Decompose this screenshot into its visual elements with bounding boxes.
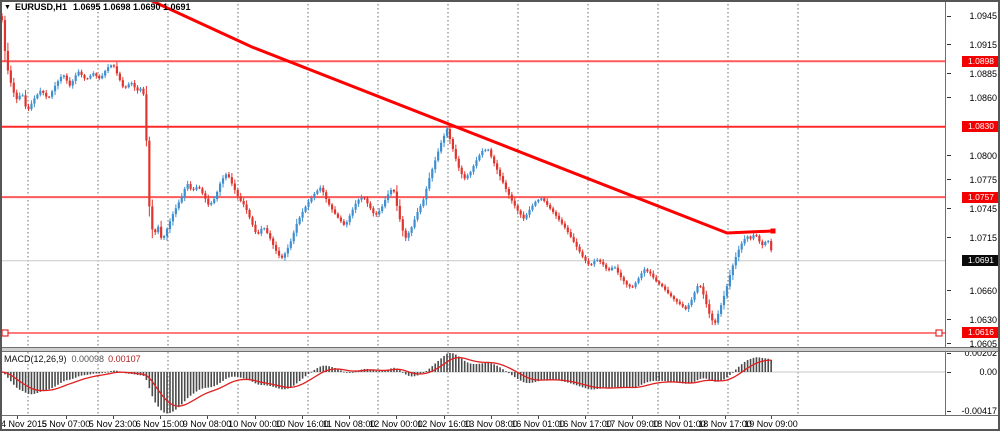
current-price-flag: 1.0691 — [962, 255, 1000, 267]
ohlc-quote: 1.0695 1.0698 1.0690 1.0691 — [72, 2, 191, 12]
time-label: 12 Nov 00:00 — [369, 419, 423, 429]
price-tick — [947, 343, 951, 345]
macd-value: 0.00098 — [71, 354, 105, 364]
macd-indicator-pane[interactable] — [0, 352, 945, 415]
price-tick-label: 1.0630 — [969, 314, 997, 325]
price-tick — [947, 179, 951, 181]
macd-axis-tick — [947, 371, 951, 373]
price-tick-label: 1.0800 — [969, 150, 997, 161]
time-tick — [538, 416, 539, 419]
time-label: 5 Nov 23:00 — [88, 419, 138, 429]
pane-divider[interactable] — [0, 347, 1000, 352]
time-label: 18 Nov 01:00 — [652, 419, 706, 429]
time-tick — [17, 416, 18, 419]
descending-trendline[interactable] — [149, 0, 774, 235]
macd-axis-tick — [947, 410, 951, 412]
macd-axis-tick — [947, 352, 951, 354]
symbol-dropdown-icon[interactable]: ▼ — [4, 4, 11, 11]
time-label: 5 Nov 07:00 — [41, 419, 91, 429]
selected-line-handle[interactable] — [935, 329, 943, 337]
price-tick-label: 1.0660 — [969, 285, 997, 296]
vertical-gridlines — [27, 0, 799, 347]
time-tick — [396, 416, 397, 419]
time-tick — [491, 416, 492, 419]
macd-indicator-label: MACD(12,26,9) 0.00098 0.00107 — [4, 354, 141, 364]
price-tick-label: 1.0915 — [969, 39, 997, 50]
price-tick-label: 1.0945 — [969, 11, 997, 21]
time-label: 4 Nov 2015 — [1, 419, 48, 429]
time-label: 11 Nov 08:00 — [322, 419, 376, 429]
macd-axis-label: 0.00 — [979, 367, 997, 377]
macd-histogram — [1, 353, 772, 414]
price-tick — [947, 290, 951, 292]
trendline-endpoint-handle[interactable] — [770, 228, 776, 234]
price-flag-1.0757: 1.0757 — [962, 191, 1000, 203]
symbol-timeframe-label: EURUSD,H1 — [14, 2, 67, 12]
price-tick — [947, 15, 951, 17]
time-tick — [302, 416, 303, 419]
price-tick — [947, 237, 951, 239]
candlesticks — [0, 13, 773, 326]
price-tick-label: 1.0715 — [969, 232, 997, 243]
time-label: 17 Nov 09:00 — [605, 419, 659, 429]
macd-name: MACD(12,26,9) — [4, 354, 67, 364]
time-tick — [207, 416, 208, 419]
price-flag-1.0830: 1.0830 — [962, 121, 1000, 133]
price-tick — [947, 319, 951, 320]
main-chart-pane[interactable] — [0, 0, 945, 347]
time-axis[interactable]: 4 Nov 2015 5 Nov 07:00 5 Nov 23:00 6 Nov 15… — [0, 415, 1000, 431]
time-tick — [113, 416, 114, 419]
time-label: 6 Nov 15:00 — [135, 419, 185, 429]
price-flag-1.0616: 1.0616 — [962, 327, 1000, 339]
time-tick — [725, 416, 726, 419]
time-tick — [255, 416, 256, 419]
price-flag-1.0898: 1.0898 — [962, 55, 1000, 67]
time-label: 10 Nov 16:00 — [275, 419, 329, 429]
chart-title: ▼ EURUSD,H1 1.0695 1.0698 1.0690 1.0691 — [4, 2, 191, 12]
time-tick — [444, 416, 445, 419]
time-tick — [349, 416, 350, 419]
time-label: 19 Nov 09:00 — [744, 419, 798, 429]
price-tick — [947, 44, 951, 46]
macd-signal-value: 0.00107 — [108, 354, 141, 364]
price-tick-label: 1.0605 — [969, 338, 997, 349]
price-tick-label: 1.0775 — [969, 174, 997, 185]
time-label: 16 Nov 01:00 — [511, 419, 565, 429]
time-label: 18 Nov 17:00 — [698, 419, 752, 429]
time-label: 10 Nov 00:00 — [228, 419, 282, 429]
macd-signal-line — [1, 356, 772, 407]
macd-axis-label: -0.00417 — [961, 406, 997, 417]
time-label: 13 Nov 08:00 — [464, 419, 518, 429]
price-tick-label: 1.0860 — [969, 92, 997, 103]
price-tick — [947, 97, 951, 99]
price-tick-label: 1.0885 — [969, 68, 997, 79]
time-tick — [632, 416, 633, 419]
time-tick — [679, 416, 680, 419]
time-tick — [585, 416, 586, 419]
price-tick — [947, 208, 951, 210]
price-tick — [947, 155, 951, 157]
time-label: 12 Nov 16:00 — [417, 419, 471, 429]
price-tick-label: 1.0745 — [969, 203, 997, 214]
macd-gridlines — [27, 352, 799, 415]
time-tick — [160, 416, 161, 419]
time-tick — [66, 416, 67, 419]
price-tick — [947, 73, 951, 75]
time-label: 9 Nov 08:00 — [182, 419, 232, 429]
time-label: 16 Nov 17:00 — [558, 419, 612, 429]
macd-axis-label: 0.00202 — [964, 348, 997, 358]
time-tick — [771, 416, 772, 419]
price-axis[interactable]: 1.0945 1.0915 1.0885 1.0860 1.0800 1.0775 1.07… — [945, 0, 1000, 417]
selected-line-handle[interactable] — [1, 329, 9, 337]
